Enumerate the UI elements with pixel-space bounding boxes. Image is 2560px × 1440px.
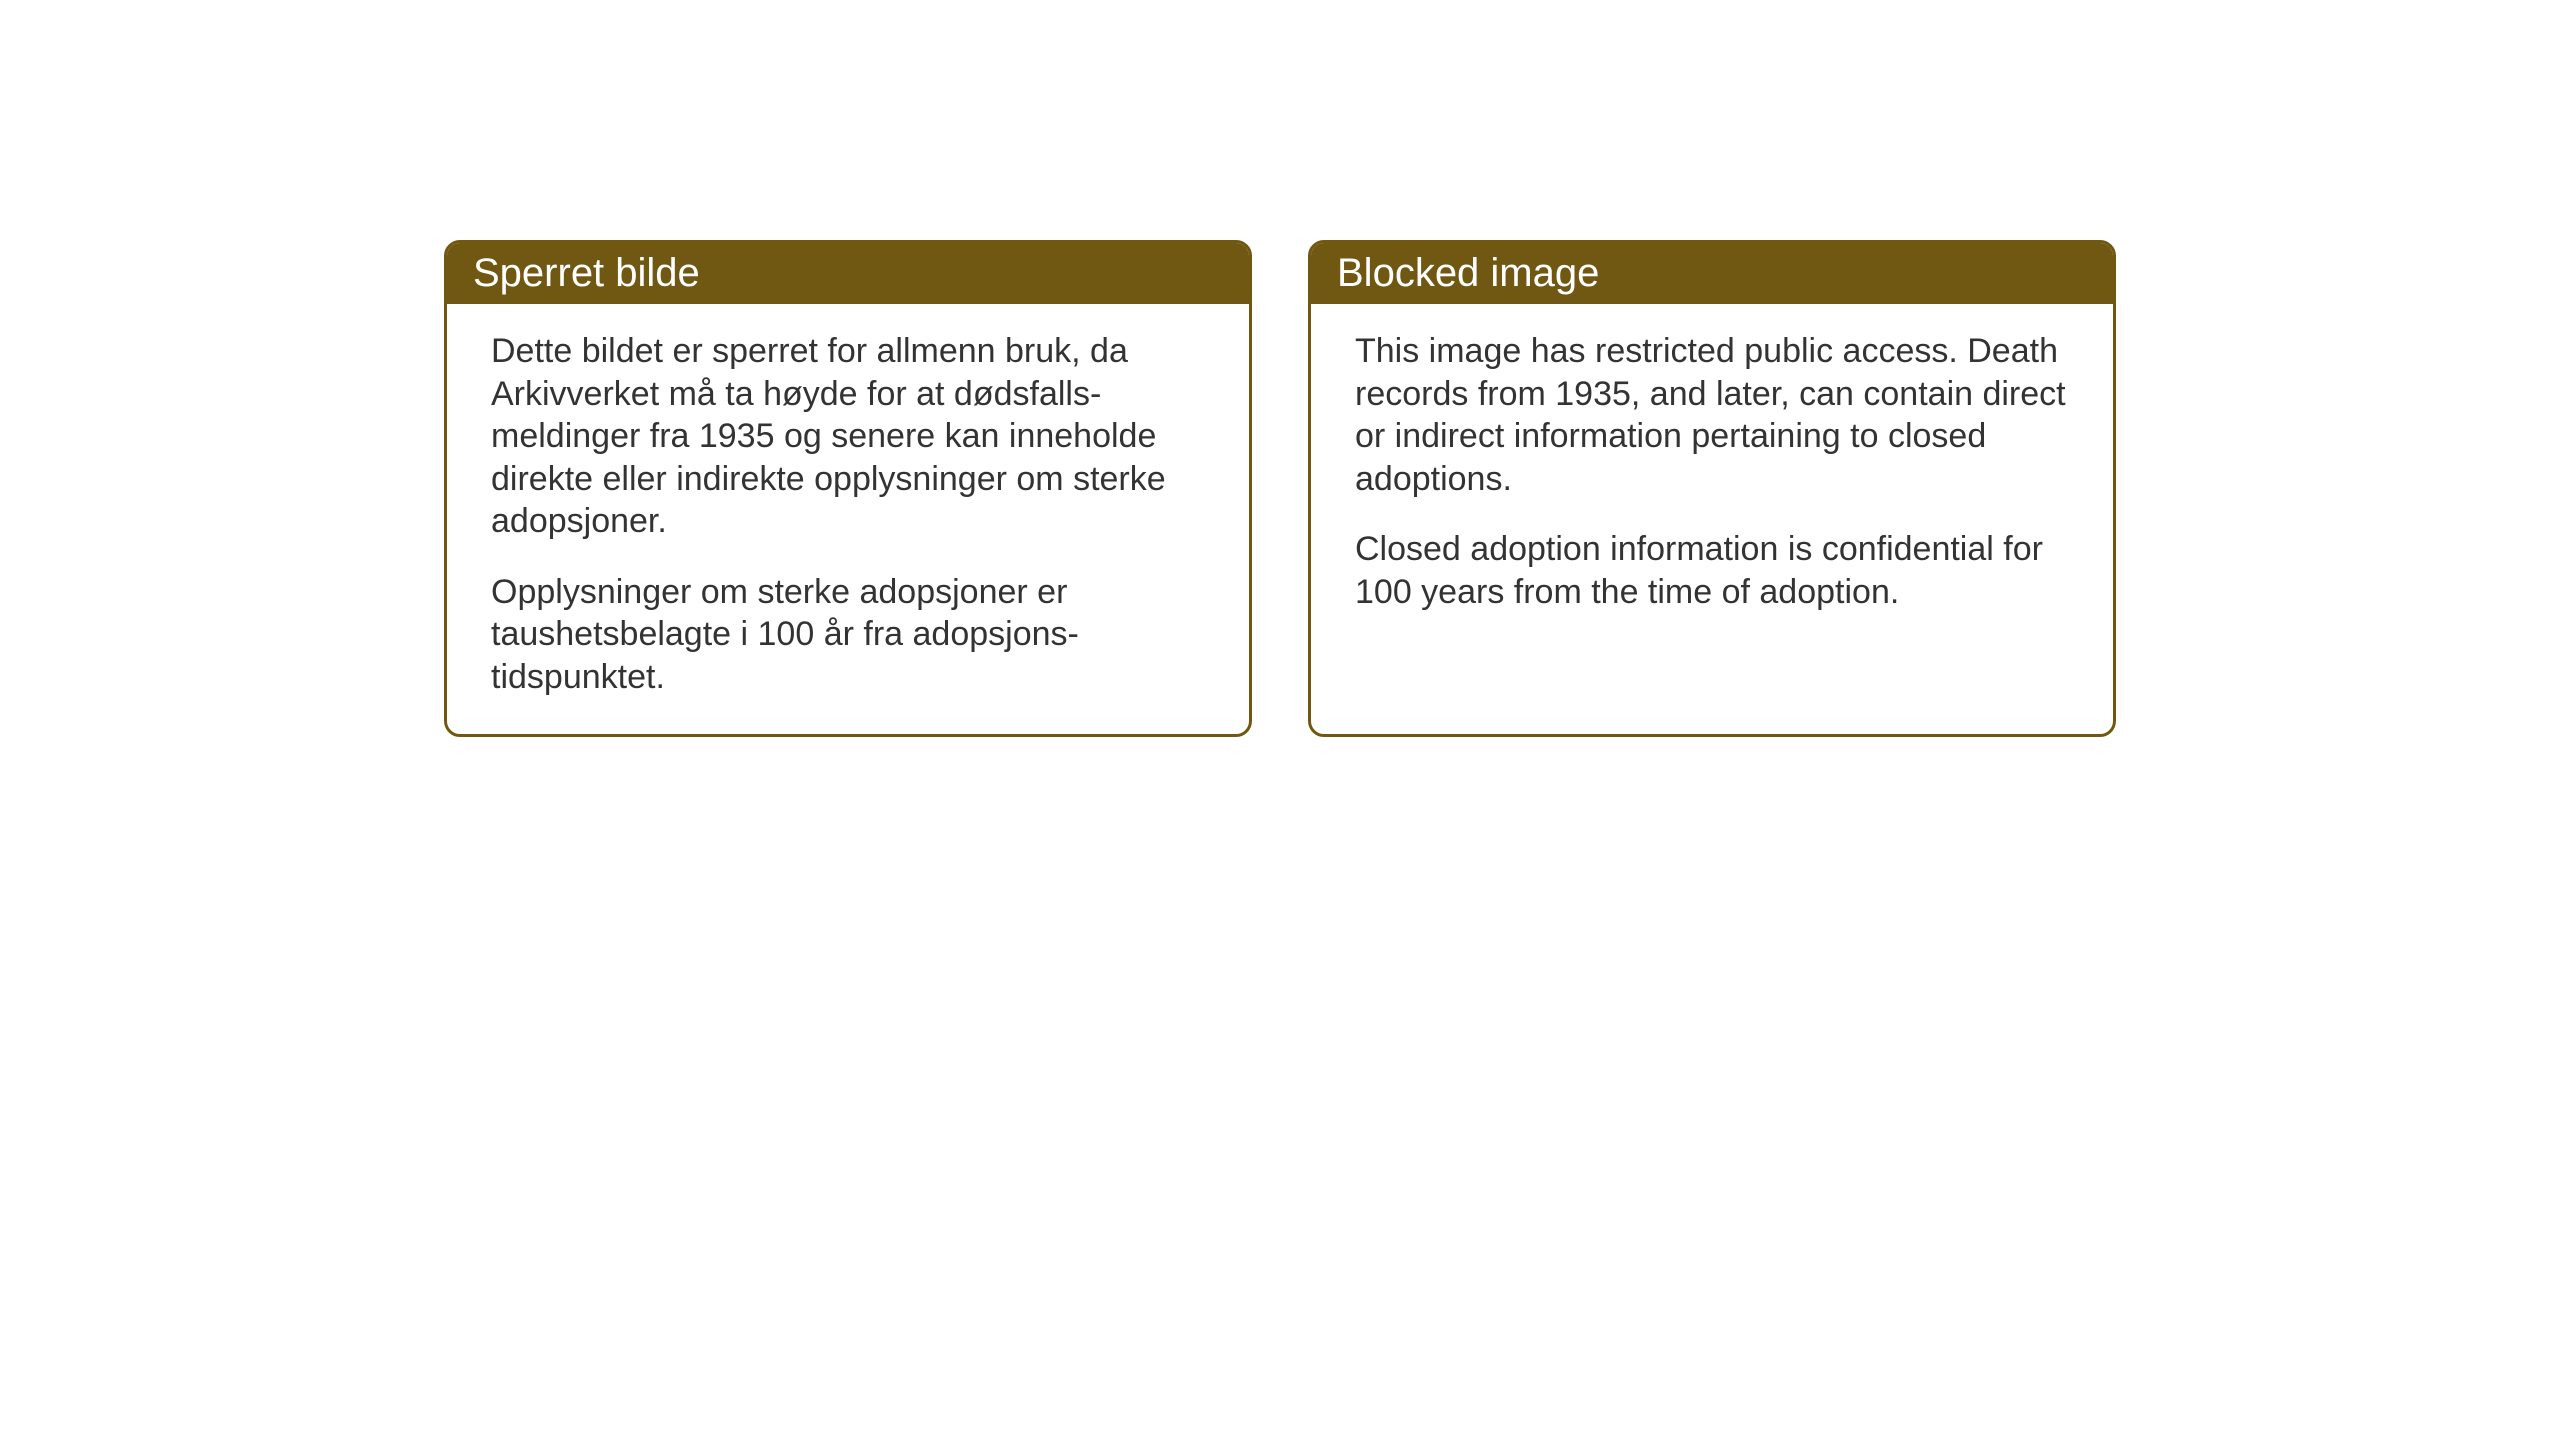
norwegian-card-body: Dette bildet er sperret for allmenn bruk… xyxy=(447,304,1249,734)
norwegian-paragraph-1: Dette bildet er sperret for allmenn bruk… xyxy=(491,330,1205,543)
english-card-body: This image has restricted public access.… xyxy=(1311,304,2113,689)
english-paragraph-2: Closed adoption information is confident… xyxy=(1355,528,2069,613)
norwegian-notice-card: Sperret bilde Dette bildet er sperret fo… xyxy=(444,240,1252,737)
norwegian-paragraph-2: Opplysninger om sterke adopsjoner er tau… xyxy=(491,571,1205,699)
english-notice-card: Blocked image This image has restricted … xyxy=(1308,240,2116,737)
notice-container: Sperret bilde Dette bildet er sperret fo… xyxy=(444,240,2116,737)
english-paragraph-1: This image has restricted public access.… xyxy=(1355,330,2069,500)
norwegian-card-title: Sperret bilde xyxy=(447,243,1249,304)
english-card-title: Blocked image xyxy=(1311,243,2113,304)
